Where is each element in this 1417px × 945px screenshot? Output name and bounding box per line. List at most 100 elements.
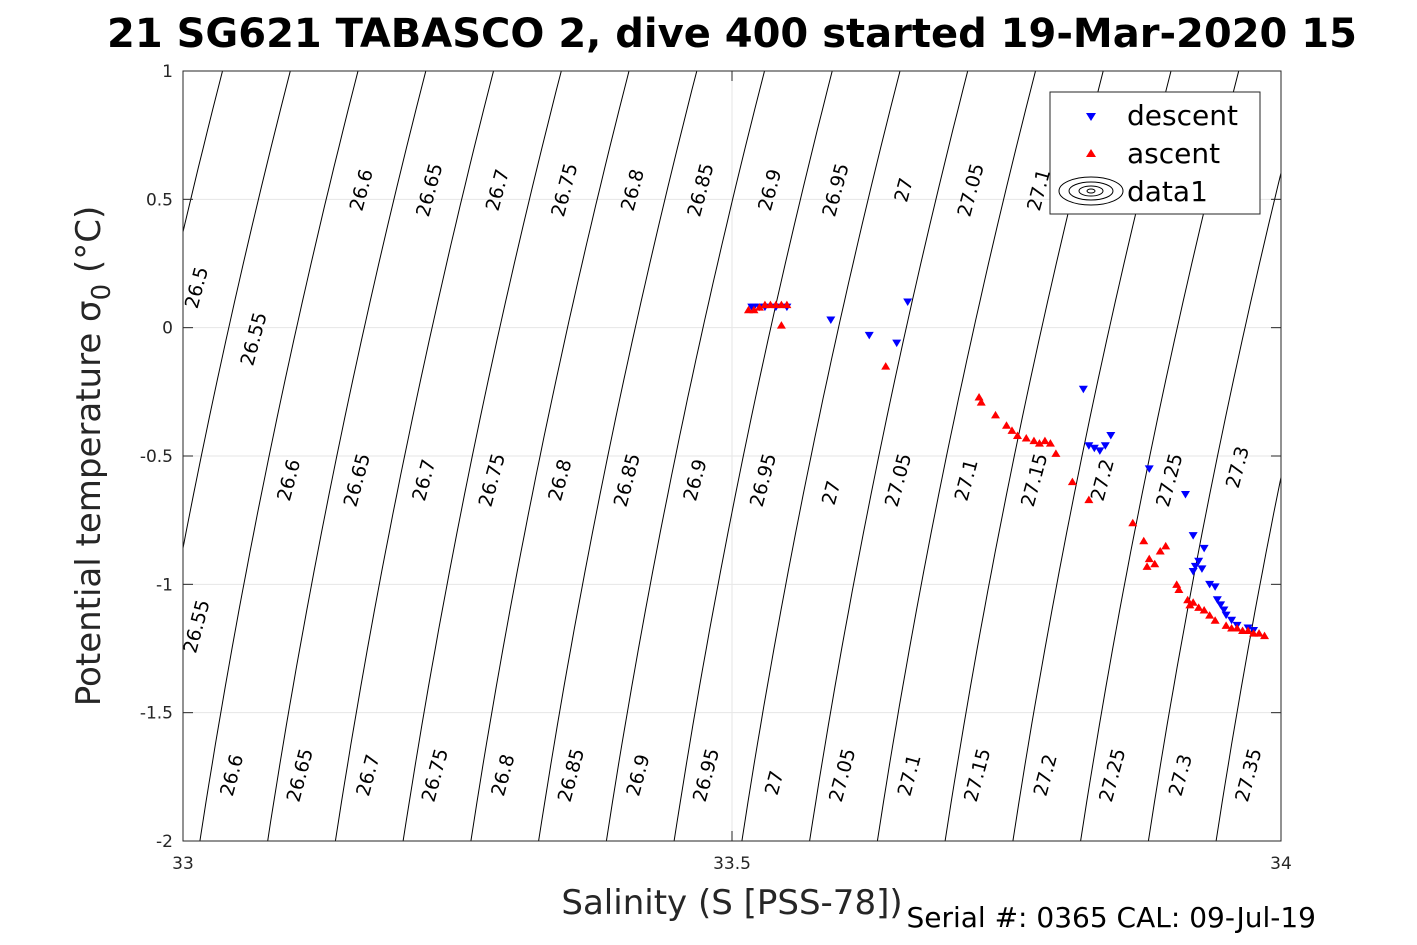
isopycnal-line-19	[1352, 71, 1417, 841]
y-tick-label-5: -1.5	[140, 704, 173, 724]
chart-title: 21 SG621 TABASCO 2, dive 400 started 19-…	[107, 11, 1357, 57]
ascent-point-44	[1243, 626, 1253, 635]
ascent-point-9	[881, 362, 891, 370]
isopycnal-line-2	[199, 71, 359, 841]
isopycnal-line-5	[402, 71, 562, 841]
descent-point-19	[1199, 544, 1209, 553]
y-axis-label: Potential temperature σ0 (°C)	[69, 206, 117, 706]
descent-point-6	[826, 316, 836, 324]
serial-cal-footer: Serial #: 0365 CAL: 09-Jul-19	[906, 901, 1316, 934]
ascent-point-1	[749, 305, 759, 314]
descent-point-11	[1084, 442, 1094, 450]
ascent-point-26	[1144, 554, 1154, 563]
descent-point-15	[1106, 431, 1116, 440]
isopycnal-line-7	[538, 71, 698, 841]
ascent-point-2	[754, 303, 764, 311]
x-tick-label-1: 33.5	[713, 854, 751, 874]
ascent-point-39	[1210, 616, 1220, 624]
ascent-point-8	[776, 321, 786, 329]
ascent-point-32	[1174, 585, 1184, 593]
ascent-point-42	[1232, 623, 1242, 632]
legend-data1-contour-icon	[1058, 176, 1124, 206]
ascent-point-46	[1254, 629, 1264, 637]
legend-box	[1049, 91, 1261, 215]
y-axis-label-sigma: σ	[69, 300, 109, 322]
y-tick-label-4: -1	[156, 575, 173, 595]
descent-point-18	[1188, 532, 1198, 540]
descent-point-30	[1227, 616, 1237, 625]
y-axis-label-main: Potential temperature	[69, 322, 109, 706]
descent-point-27	[1216, 601, 1226, 609]
descent-point-29	[1221, 611, 1231, 620]
ascent-point-24	[1128, 518, 1138, 527]
x-tick-label-0: 33	[172, 854, 194, 874]
axis-ticks: 33 33.5 34 1 0.5 0 -0.5 -1 -1.5 -2	[140, 62, 1292, 874]
x-axis-label: Salinity (S [PSS-78])	[561, 883, 902, 923]
descent-point-10	[1078, 385, 1088, 394]
isopycnal-line-12	[876, 71, 1036, 841]
ascent-point-13	[1002, 421, 1011, 429]
ascent-point-20	[1045, 439, 1055, 447]
ascent-point-37	[1199, 606, 1209, 614]
y-axis-label-unit: (°C)	[69, 206, 109, 284]
ascent-point-22	[1067, 477, 1077, 486]
ascent-point-27	[1142, 562, 1152, 570]
descent-point-25	[1210, 583, 1220, 591]
descent-point-9	[903, 298, 913, 306]
descent-point-23	[1197, 565, 1207, 573]
isopycnal-line-18	[1284, 71, 1417, 841]
descent-point-13	[1095, 447, 1105, 455]
ascent-point-12	[991, 410, 1001, 419]
y-tick-label-0: 1	[162, 62, 173, 82]
ascent-point-15	[1012, 431, 1022, 439]
ascent-point-11	[976, 398, 986, 406]
y-tick-label-1: 0.5	[146, 190, 173, 210]
descent-point-7	[864, 331, 874, 340]
legend-descent-label: descent	[1127, 99, 1238, 132]
ascent-point-7	[782, 300, 792, 309]
y-axis-label-subscript: 0	[87, 284, 117, 301]
descent-point-14	[1100, 442, 1110, 450]
ascent-point-25	[1139, 536, 1149, 545]
descent-point-12	[1089, 444, 1099, 453]
isopycnal-line-9	[673, 71, 833, 841]
descent-point-22	[1190, 562, 1200, 571]
isopycnal-line-6	[470, 71, 630, 841]
descent-point-8	[892, 339, 902, 348]
ascent-point-47	[1260, 631, 1270, 640]
legend-descent-marker	[1086, 113, 1096, 121]
isopycnal-line-4	[334, 71, 494, 841]
y-tick-label-2: 0	[162, 319, 173, 339]
ascent-point-18	[1034, 439, 1044, 447]
data-points	[743, 298, 1270, 640]
ascent-point-16	[1021, 434, 1031, 442]
descent-point-28	[1219, 606, 1229, 614]
descent-point-20	[1194, 557, 1204, 566]
ascent-point-23	[1084, 495, 1094, 504]
legend-ascent-label: ascent	[1127, 137, 1220, 170]
ascent-point-30	[1161, 541, 1171, 550]
y-tick-label-6: -2	[156, 832, 173, 852]
isopycnal-line-10	[741, 71, 901, 841]
ascent-point-29	[1155, 546, 1165, 555]
isopycnal-line-1	[183, 71, 291, 551]
ascent-point-40	[1221, 621, 1231, 629]
isopycnal-line-3	[267, 71, 427, 841]
legend-data1-label: data1	[1127, 175, 1208, 208]
legend: descent ascent data1	[1049, 91, 1261, 215]
ascent-point-36	[1194, 603, 1204, 611]
ascent-point-14	[1007, 426, 1017, 434]
y-tick-label-3: -0.5	[140, 447, 173, 467]
legend-ascent-marker	[1086, 149, 1096, 157]
ascent-point-35	[1188, 598, 1198, 606]
ascent-point-21	[1051, 449, 1061, 457]
descent-point-26	[1212, 596, 1222, 604]
descent-point-17	[1180, 491, 1190, 499]
descent-point-16	[1144, 465, 1154, 473]
isopycnal-line-8	[605, 71, 765, 841]
ascent-point-38	[1205, 611, 1215, 619]
ascent-point-17	[1029, 436, 1039, 445]
ascent-point-19	[1040, 436, 1050, 445]
isopycnal-line-17	[1215, 474, 1281, 841]
